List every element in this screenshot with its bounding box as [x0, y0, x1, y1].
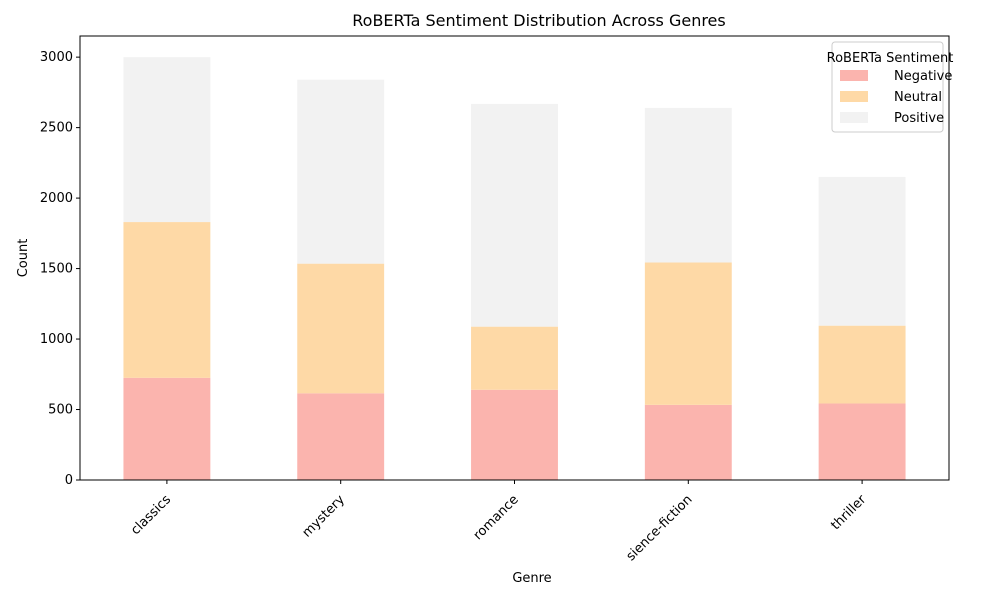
bars-layer [123, 57, 906, 480]
legend: RoBERTa Sentiment Negative Neutral Positiv… [827, 41, 954, 133]
legend-swatch-negative [840, 70, 868, 81]
legend-label-positive: Positive [894, 111, 944, 126]
y-tick-label: 0 [65, 473, 73, 488]
bar-thriller-neutral [818, 325, 906, 404]
bar-classics-neutral [123, 222, 211, 378]
y-axis: 0 500 1000 1500 2000 2500 3000 [40, 50, 80, 488]
legend-label-neutral: Neutral [894, 90, 942, 105]
bar-mystery-positive [297, 79, 385, 264]
legend-swatch-positive [840, 112, 868, 123]
legend-box [831, 41, 944, 133]
legend-title: RoBERTa Sentiment [827, 51, 954, 66]
bar-romance-positive [471, 103, 558, 327]
y-tick-label: 1000 [40, 332, 73, 347]
bar-romance-negative [471, 389, 558, 480]
bar-sience-fiction-neutral [644, 262, 732, 405]
bar-classics-positive [123, 57, 211, 223]
y-tick-label: 3000 [40, 50, 73, 65]
bar-thriller-positive [818, 176, 906, 326]
y-axis-label: Count [16, 239, 31, 278]
legend-items: Negative Neutral Positive [840, 69, 952, 126]
x-tick-label: romance [471, 492, 522, 543]
bar-mystery-negative [297, 393, 385, 480]
x-tick-label: classics [128, 492, 174, 538]
bar-mystery-neutral [297, 263, 385, 394]
bar-romance-neutral [471, 326, 558, 390]
x-tick-label: thriller [828, 492, 869, 533]
x-tick-label: sience-fiction [624, 492, 696, 564]
y-tick-label: 2500 [40, 121, 73, 136]
x-axis: classics mystery romance sience-fiction thri… [128, 480, 870, 564]
bar-sience-fiction-negative [644, 404, 732, 480]
bar-sience-fiction-positive [644, 107, 732, 263]
y-tick-label: 500 [48, 403, 73, 418]
x-tick-label: mystery [300, 492, 348, 540]
legend-label-negative: Negative [894, 69, 952, 84]
bar-classics-negative [123, 377, 211, 480]
y-tick-label: 2000 [40, 191, 73, 206]
x-axis-label: Genre [512, 571, 551, 586]
y-tick-label: 1500 [40, 262, 73, 277]
legend-swatch-neutral [840, 91, 868, 102]
bar-thriller-negative [818, 403, 906, 480]
chart-title: RoBERTa Sentiment Distribution Across Ge… [352, 11, 725, 30]
